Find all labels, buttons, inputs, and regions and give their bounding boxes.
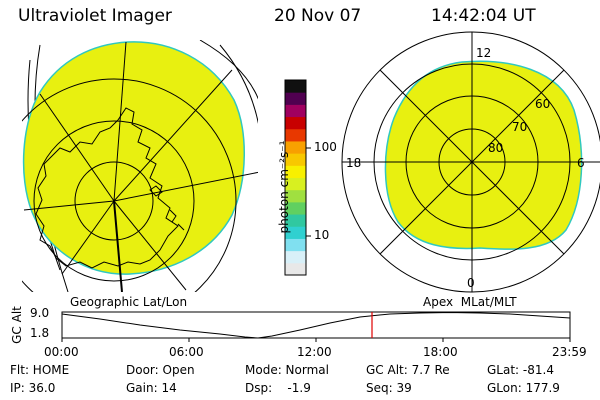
colorbar bbox=[285, 80, 306, 276]
altitude-plot bbox=[61, 311, 571, 342]
mlt-label-0: 0 bbox=[467, 276, 475, 290]
colorbar-segment bbox=[285, 104, 306, 118]
xtick-1800: 18:00 bbox=[423, 345, 458, 359]
status-ip: IP: 36.0 bbox=[10, 381, 56, 395]
colorbar-segment bbox=[285, 226, 306, 239]
mlt-label-6: 6 bbox=[577, 156, 585, 170]
altitude-ytick-bottom: 1.8 bbox=[30, 326, 50, 340]
altitude-ytick-top: 9.0 bbox=[30, 306, 50, 320]
status-seq: Seq: 39 bbox=[366, 381, 412, 395]
colorbar-segment bbox=[285, 153, 306, 166]
altitude-xticks bbox=[61, 338, 571, 342]
colorbar-segment bbox=[285, 140, 306, 154]
colorbar-segment bbox=[285, 214, 306, 227]
mlat-label-70: 70 bbox=[512, 120, 528, 134]
colorbar-unit-label: photon cm⁻²s⁻¹ bbox=[277, 140, 291, 234]
apex-caption: Apex MLat/MLT bbox=[423, 295, 517, 309]
status-glat: GLat: -81.4 bbox=[487, 363, 554, 377]
altitude-ylabel: GC Alt bbox=[9, 306, 24, 344]
colorbar-segment bbox=[285, 238, 306, 252]
mlat-label-60: 60 bbox=[535, 97, 551, 111]
status-dsp: Dsp: -1.9 bbox=[245, 381, 311, 395]
observation-time: 14:42:04 UT bbox=[431, 6, 536, 26]
colorbar-segment bbox=[285, 201, 306, 215]
apex-emission-region bbox=[384, 60, 583, 250]
colorbar-tick-100: 100 bbox=[314, 140, 337, 154]
status-door: Door: Open bbox=[126, 363, 195, 377]
status-gc-alt: GC Alt: 7.7 Re bbox=[366, 363, 450, 377]
xtick-0000: 00:00 bbox=[44, 345, 79, 359]
colorbar-frame bbox=[284, 79, 307, 276]
colorbar-tick-10: 10 bbox=[314, 228, 330, 242]
colorbar-segment bbox=[285, 128, 306, 142]
colorbar-segment bbox=[285, 189, 306, 203]
mlt-label-18: 18 bbox=[346, 156, 362, 170]
xtick-1200: 12:00 bbox=[297, 345, 332, 359]
apex-panel bbox=[341, 31, 600, 293]
mlat-label-80: 80 bbox=[488, 141, 504, 155]
geo-emission-region bbox=[22, 41, 245, 275]
xtick-0600: 06:00 bbox=[169, 345, 204, 359]
colorbar-segment bbox=[285, 92, 306, 105]
colorbar-segment bbox=[285, 116, 306, 130]
status-mode: Mode: Normal bbox=[245, 363, 329, 377]
observation-date: 20 Nov 07 bbox=[274, 6, 362, 26]
colorbar-segment bbox=[285, 80, 306, 93]
colorbar-segment bbox=[285, 250, 306, 264]
status-glon: GLon: 177.9 bbox=[487, 381, 560, 395]
altitude-plot-frame bbox=[61, 311, 571, 339]
geographic-panel bbox=[22, 40, 258, 292]
status-flight: Flt: HOME bbox=[10, 363, 70, 377]
xtick-2359: 23:59 bbox=[552, 345, 587, 359]
altitude-curve bbox=[61, 311, 571, 339]
mlt-label-12: 12 bbox=[476, 46, 492, 60]
geographic-caption: Geographic Lat/Lon bbox=[70, 295, 188, 309]
geo-lat-lon-grid bbox=[22, 41, 258, 292]
status-gain: Gain: 14 bbox=[126, 381, 177, 395]
colorbar-segment bbox=[285, 177, 306, 191]
apex-mlat-mlt-grid bbox=[341, 31, 600, 293]
colorbar-segment bbox=[285, 165, 306, 178]
colorbar-segment bbox=[285, 262, 306, 276]
instrument-title: Ultraviolet Imager bbox=[18, 6, 172, 26]
antarctica-coastline bbox=[35, 107, 179, 269]
